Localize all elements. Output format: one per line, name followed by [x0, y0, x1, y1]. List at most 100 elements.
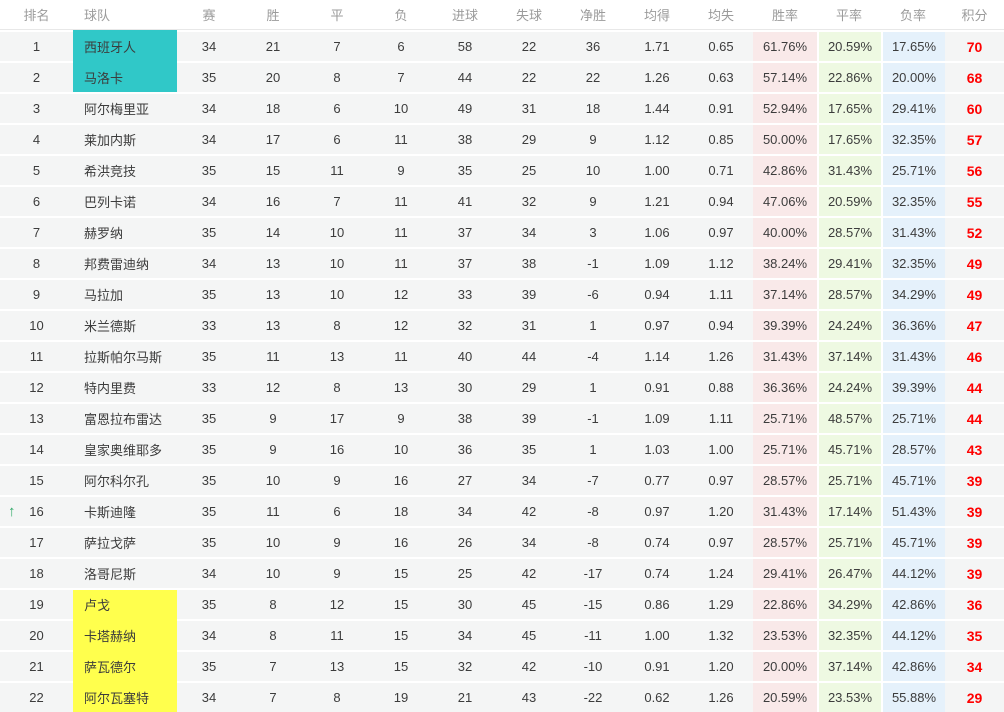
played-cell: 35: [201, 287, 217, 302]
goals-for-cell: 34: [457, 504, 473, 519]
team-cell[interactable]: 萨瓦德尔: [73, 652, 177, 681]
avg-conceded-cell: 0.94: [708, 194, 734, 209]
avg-scored-cell: 1.09: [644, 411, 670, 426]
header-rank: 排名: [23, 8, 50, 23]
table-row: 15 阿尔科尔孔 35 10 9 16 27 34 -7 0.77 0.97 2…: [0, 466, 1004, 495]
rank-value: 1: [32, 39, 41, 54]
goals-against-cell: 22: [521, 39, 537, 54]
draws-cell: 9: [333, 473, 341, 488]
team-cell[interactable]: 阿尔梅里亚: [84, 102, 150, 117]
rank-value: 13: [29, 411, 44, 426]
team-cell[interactable]: 莱加内斯: [84, 133, 137, 148]
goals-for-cell: 36: [457, 442, 473, 457]
header-draw-rate: 平率: [835, 8, 862, 23]
draws-cell: 8: [333, 70, 341, 85]
loss-rate-cell: 25.71%: [881, 156, 945, 185]
table-row: 6 巴列卡诺 34 16 7 11 41 32 9 1.21 0.94 47.0…: [0, 187, 1004, 216]
draws-cell: 9: [333, 535, 341, 550]
team-cell[interactable]: 卢戈: [73, 590, 177, 619]
goal-diff-cell: -15: [583, 597, 603, 612]
draw-rate-cell: 23.53%: [817, 683, 881, 712]
rank-cell: 14: [0, 435, 73, 464]
loss-rate-cell: 31.43%: [881, 218, 945, 247]
loss-rate-cell: 32.35%: [881, 125, 945, 154]
team-cell[interactable]: 萨拉戈萨: [84, 536, 137, 551]
loss-rate-cell: 44.12%: [881, 559, 945, 588]
losses-cell: 11: [394, 225, 408, 240]
table-row: 10 米兰德斯 33 13 8 12 32 31 1 0.97 0.94 39.…: [0, 311, 1004, 340]
rank-value: 15: [29, 473, 44, 488]
team-cell[interactable]: 西班牙人: [73, 32, 177, 61]
loss-rate-cell: 34.29%: [881, 280, 945, 309]
team-cell[interactable]: 赫罗纳: [84, 226, 124, 241]
avg-scored-cell: 1.09: [644, 256, 670, 271]
avg-scored-cell: 1.26: [644, 70, 670, 85]
team-cell[interactable]: 邦费雷迪纳: [84, 257, 150, 272]
played-cell: 35: [201, 163, 217, 178]
goal-diff-cell: 3: [589, 225, 597, 240]
avg-conceded-cell: 1.29: [708, 597, 734, 612]
goals-for-cell: 32: [457, 318, 473, 333]
table-row: 4 莱加内斯 34 17 6 11 38 29 9 1.12 0.85 50.0…: [0, 125, 1004, 154]
team-cell[interactable]: 马拉加: [84, 288, 124, 303]
loss-rate-cell: 42.86%: [881, 652, 945, 681]
points-cell: 43: [966, 441, 983, 458]
rank-value: 21: [29, 659, 44, 674]
win-rate-cell: 38.24%: [753, 249, 817, 278]
avg-conceded-cell: 1.32: [708, 628, 734, 643]
team-cell[interactable]: 皇家奥维耶多: [84, 443, 163, 458]
table-body: 1 西班牙人 34 21 7 6 58 22 36 1.71 0.65 61.7…: [0, 32, 1004, 712]
wins-cell: 14: [265, 225, 281, 240]
avg-scored-cell: 0.62: [644, 690, 670, 705]
losses-cell: 10: [393, 442, 409, 457]
rank-cell: 20: [0, 621, 73, 650]
win-rate-cell: 42.86%: [753, 156, 817, 185]
team-cell[interactable]: 拉斯帕尔马斯: [84, 350, 163, 365]
team-cell[interactable]: 马洛卡: [73, 63, 177, 92]
team-cell[interactable]: 卡塔赫纳: [73, 621, 177, 650]
rank-cell: 17: [0, 528, 73, 557]
avg-conceded-cell: 0.63: [708, 70, 734, 85]
draw-rate-cell: 20.59%: [817, 187, 881, 216]
draws-cell: 6: [333, 504, 341, 519]
wins-cell: 11: [266, 504, 280, 519]
team-cell[interactable]: 特内里费: [84, 381, 137, 396]
team-cell[interactable]: 巴列卡诺: [84, 195, 137, 210]
goals-for-cell: 49: [457, 101, 473, 116]
losses-cell: 7: [397, 70, 405, 85]
team-cell[interactable]: 阿尔科尔孔: [84, 474, 150, 489]
rank-cell: ↑ 16: [0, 497, 73, 526]
team-cell[interactable]: 希洪竞技: [84, 164, 137, 179]
avg-conceded-cell: 1.20: [708, 659, 734, 674]
rank-value: 5: [32, 163, 41, 178]
played-cell: 35: [201, 597, 217, 612]
goals-for-cell: 25: [457, 566, 473, 581]
team-cell[interactable]: 富恩拉布雷达: [84, 412, 163, 427]
played-cell: 35: [201, 411, 217, 426]
loss-rate-cell: 32.35%: [881, 249, 945, 278]
loss-rate-cell: 44.12%: [881, 621, 945, 650]
loss-rate-cell: 17.65%: [881, 32, 945, 61]
header-played: 赛: [202, 8, 216, 23]
goals-for-cell: 38: [457, 132, 473, 147]
win-rate-cell: 31.43%: [753, 342, 817, 371]
team-cell[interactable]: 米兰德斯: [84, 319, 137, 334]
loss-rate-cell: 51.43%: [881, 497, 945, 526]
goal-diff-cell: -4: [587, 349, 599, 364]
rank-value: 9: [32, 287, 41, 302]
goals-for-cell: 30: [457, 380, 473, 395]
goals-against-cell: 25: [521, 163, 537, 178]
team-cell[interactable]: 卡斯迪隆: [84, 505, 137, 520]
draw-rate-cell: 37.14%: [817, 652, 881, 681]
wins-cell: 11: [266, 349, 280, 364]
draws-cell: 8: [333, 690, 341, 705]
rank-cell: 5: [0, 156, 73, 185]
rank-cell: 13: [0, 404, 73, 433]
team-cell[interactable]: 阿尔瓦塞特: [73, 683, 177, 712]
points-cell: 29: [966, 689, 983, 706]
team-cell[interactable]: 洛哥尼斯: [84, 567, 137, 582]
goal-diff-cell: 1: [589, 442, 597, 457]
table-row: 1 西班牙人 34 21 7 6 58 22 36 1.71 0.65 61.7…: [0, 32, 1004, 61]
losses-cell: 6: [397, 39, 405, 54]
goal-diff-cell: 18: [585, 101, 601, 116]
